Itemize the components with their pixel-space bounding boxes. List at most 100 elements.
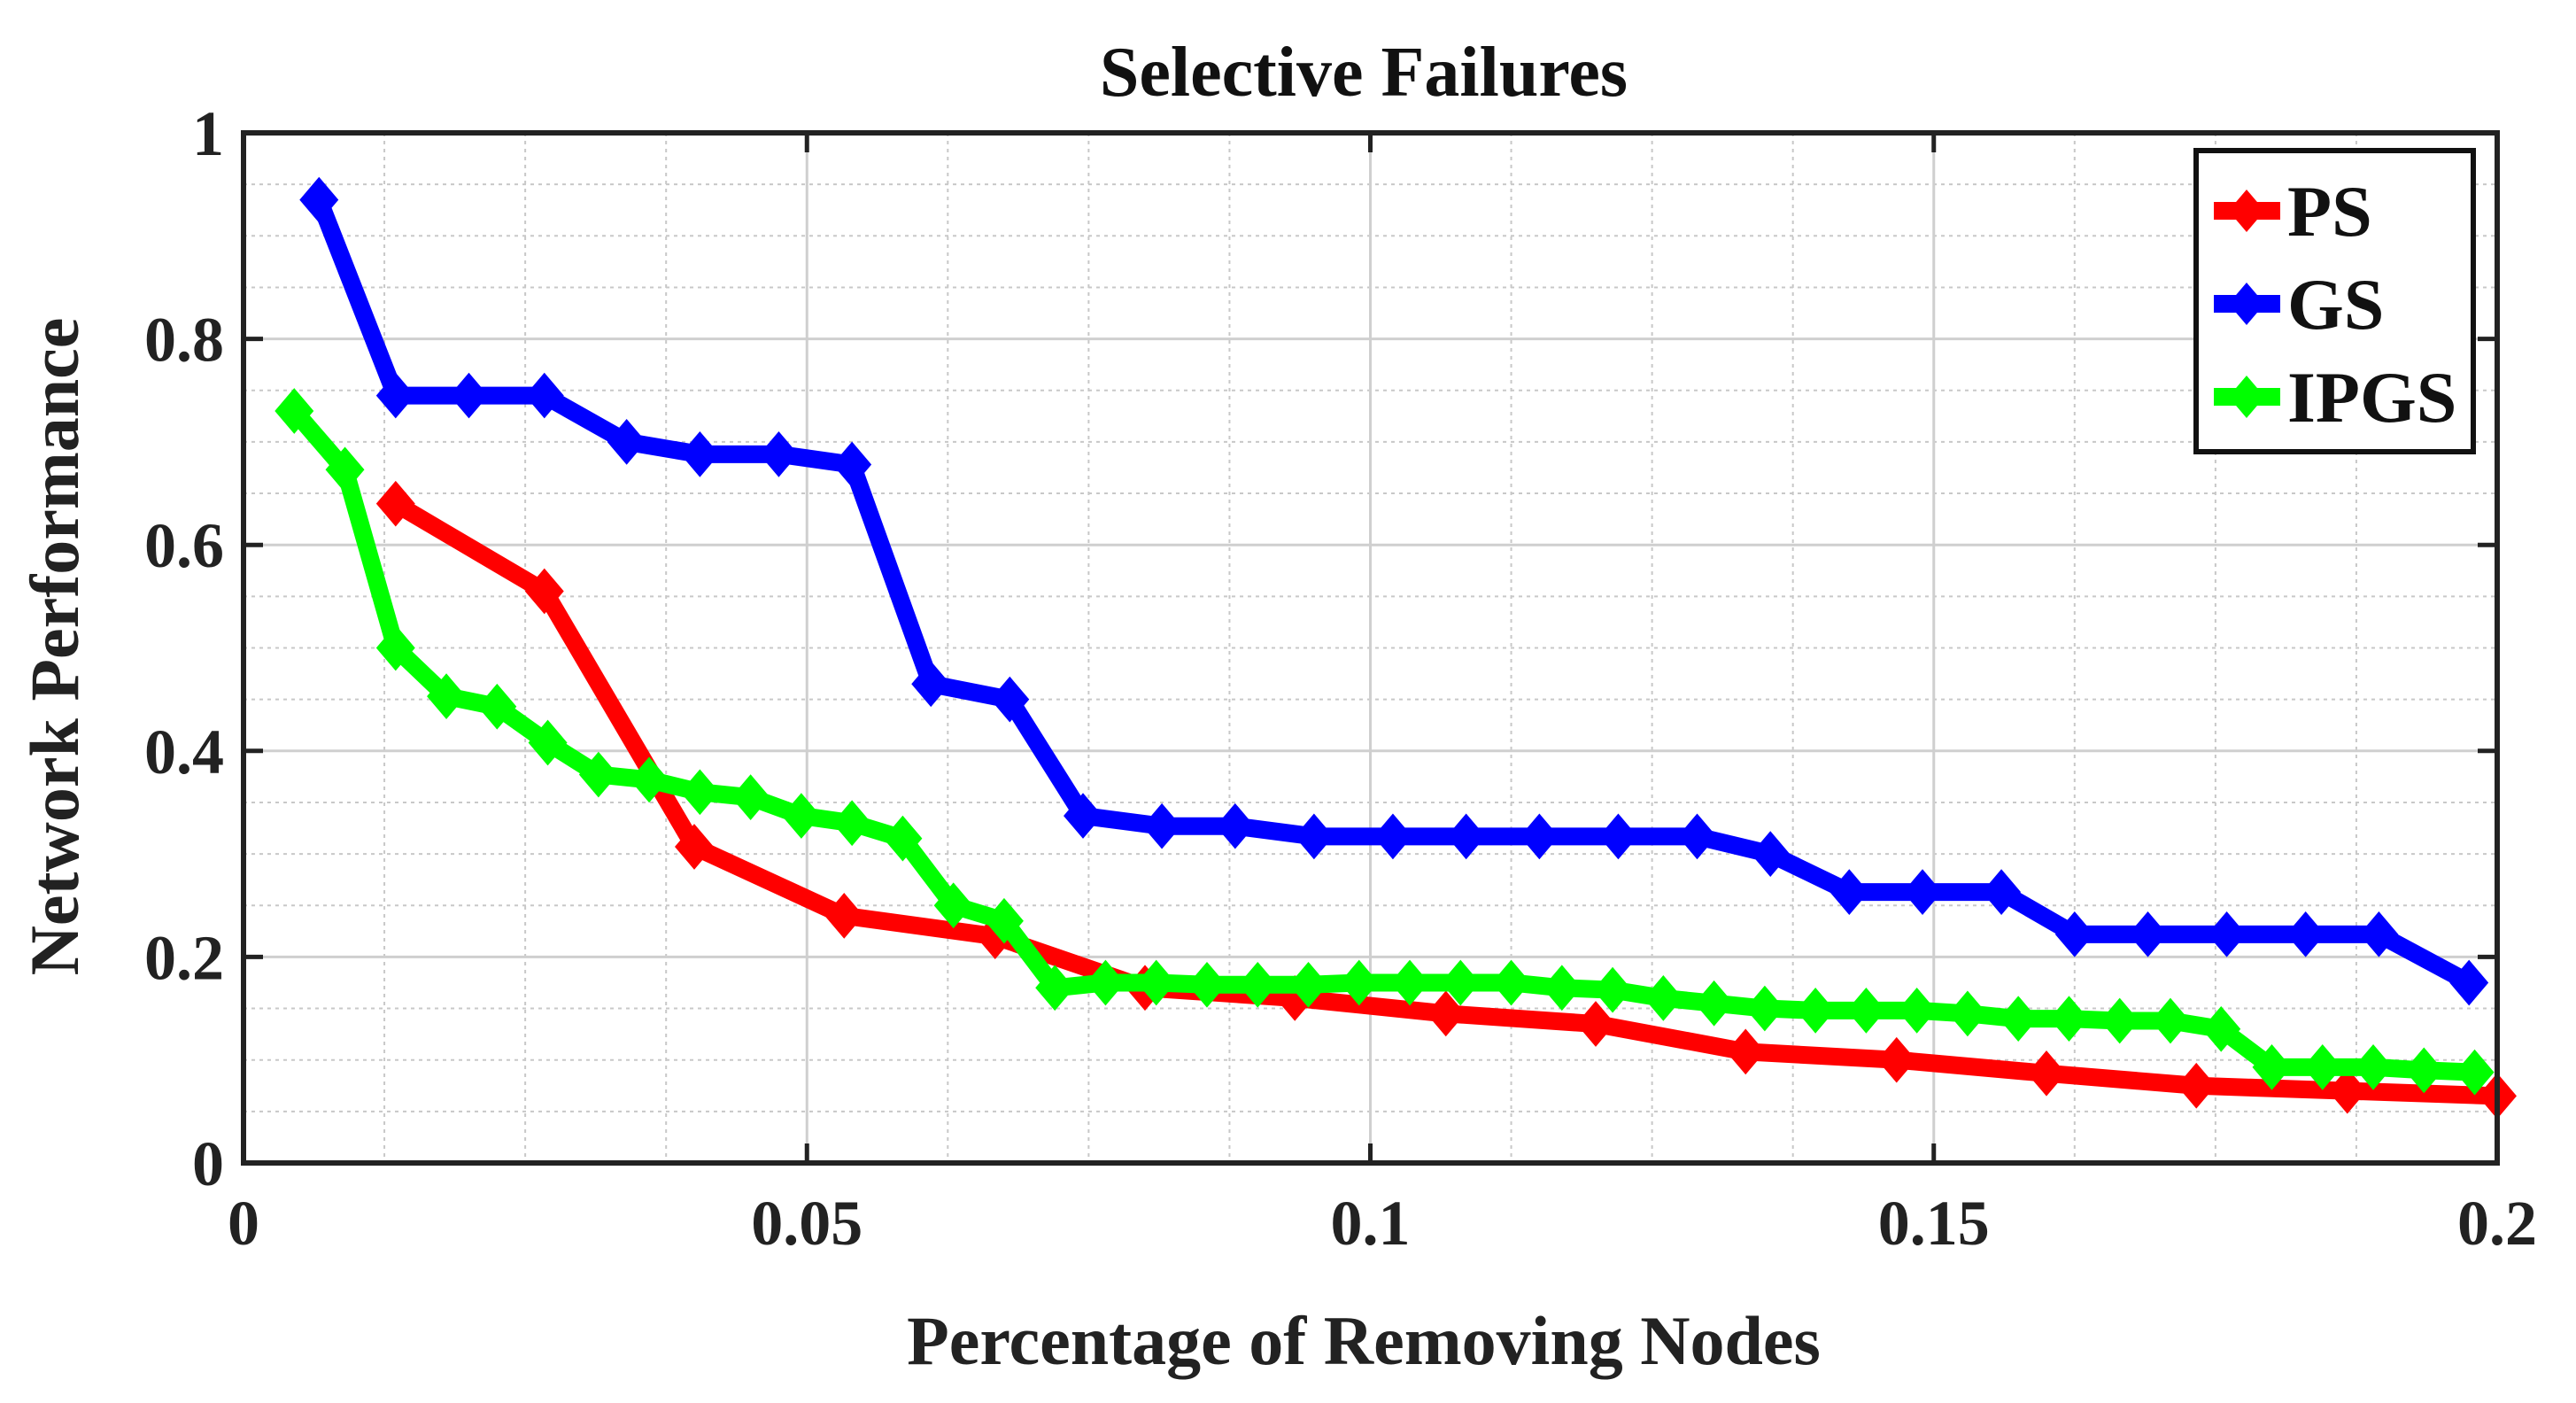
x-tick-label: 0.15 <box>1878 1188 1990 1259</box>
data-point <box>325 446 365 493</box>
data-point <box>1593 966 1633 1013</box>
data-point <box>1520 813 1559 860</box>
data-point <box>2201 1005 2241 1052</box>
data-point <box>675 824 714 870</box>
data-point <box>1215 802 1255 849</box>
data-point <box>1982 869 2022 915</box>
data-point <box>1999 996 2038 1043</box>
data-point <box>1288 961 1328 1008</box>
data-point <box>933 882 973 929</box>
legend-item-gs: GS <box>2214 264 2384 345</box>
data-point <box>630 756 669 803</box>
data-point <box>1677 813 1717 860</box>
data-point <box>2327 1067 2367 1114</box>
y-tick-label: 0.4 <box>144 717 224 787</box>
data-point <box>607 419 646 465</box>
data-point <box>1294 813 1334 860</box>
data-point <box>990 676 1030 723</box>
data-point <box>299 176 339 223</box>
data-point <box>1694 980 1734 1027</box>
y-tick-label: 1 <box>192 98 224 169</box>
legend-item-ipgs: IPGS <box>2214 357 2456 438</box>
data-point <box>1238 961 1278 1008</box>
legend-label: PS <box>2287 171 2372 252</box>
data-point <box>2027 1050 2066 1097</box>
data-point <box>2252 1043 2292 1090</box>
data-point <box>2354 1043 2394 1090</box>
x-tick-label: 0.1 <box>1331 1188 1411 1259</box>
data-point <box>781 793 821 839</box>
data-point <box>824 893 864 939</box>
data-point <box>1491 959 1531 1006</box>
data-point <box>2150 997 2190 1044</box>
data-point <box>427 673 467 720</box>
data-point <box>2128 911 2168 957</box>
y-tick-label: 0 <box>192 1128 224 1199</box>
chart-title: Selective Failures <box>1100 34 1628 112</box>
data-point <box>1426 990 1466 1037</box>
data-point <box>2455 1049 2495 1096</box>
x-tick-label: 0.05 <box>751 1188 863 1259</box>
data-point <box>832 441 872 488</box>
data-point <box>1136 959 1176 1006</box>
data-point <box>1598 813 1638 860</box>
legend-swatch-marker <box>2228 283 2265 325</box>
y-tick-label: 0.2 <box>144 922 224 993</box>
data-point <box>1064 793 1102 839</box>
data-point <box>680 430 720 477</box>
data-point <box>1441 959 1481 1006</box>
series-gs <box>299 176 2489 1006</box>
y-tick-label: 0.8 <box>144 305 224 376</box>
data-point <box>2054 911 2094 957</box>
data-point <box>1897 988 1937 1034</box>
data-point <box>883 815 923 862</box>
data-point <box>2449 959 2489 1006</box>
y-axis-title: Network Performance <box>16 318 93 976</box>
legend-swatch-marker <box>2228 190 2265 232</box>
data-point <box>1726 1028 1766 1075</box>
data-point <box>477 683 517 730</box>
data-point <box>2359 911 2399 957</box>
data-point <box>1446 813 1486 860</box>
data-point <box>1142 802 1182 849</box>
series-line <box>285 402 2484 1081</box>
series-layer <box>275 176 2517 1120</box>
data-point <box>1035 965 1075 1012</box>
data-point <box>1542 965 1582 1012</box>
data-point <box>2302 1043 2342 1090</box>
data-point <box>1796 988 1836 1034</box>
data-point <box>911 661 951 708</box>
data-point <box>1339 959 1379 1006</box>
data-point <box>578 751 618 798</box>
legend-item-ps: PS <box>2214 171 2372 252</box>
data-point <box>1373 813 1412 860</box>
legend-label: IPGS <box>2287 357 2456 438</box>
x-axis-title: Percentage of Removing Nodes <box>907 1302 1821 1379</box>
data-point <box>375 372 415 419</box>
data-point <box>2177 1062 2216 1109</box>
data-point <box>1644 975 1683 1021</box>
data-point <box>524 568 564 615</box>
y-tick-label: 0.6 <box>144 510 224 581</box>
data-point <box>1390 959 1430 1006</box>
data-point <box>2100 997 2139 1044</box>
data-point <box>2404 1047 2444 1094</box>
data-point <box>275 388 314 434</box>
data-point <box>2049 996 2089 1043</box>
data-point <box>1744 985 1784 1032</box>
legend: PS GS IPGS <box>2193 148 2476 454</box>
legend-swatch-marker <box>2228 376 2265 418</box>
data-point <box>1187 961 1226 1008</box>
series-line <box>310 190 2479 992</box>
series-ipgs <box>275 388 2495 1096</box>
data-point <box>1947 990 1987 1037</box>
ticks: 0 0.05 0.1 0.15 0.2 0 0.2 0.4 0.6 0.8 1 <box>144 98 2537 1259</box>
data-point <box>1751 831 1791 877</box>
data-point <box>1086 959 1126 1006</box>
data-point <box>375 624 415 671</box>
data-point <box>1576 1001 1615 1047</box>
data-point <box>2207 911 2247 957</box>
data-point <box>375 480 415 527</box>
data-point <box>1830 869 1869 915</box>
